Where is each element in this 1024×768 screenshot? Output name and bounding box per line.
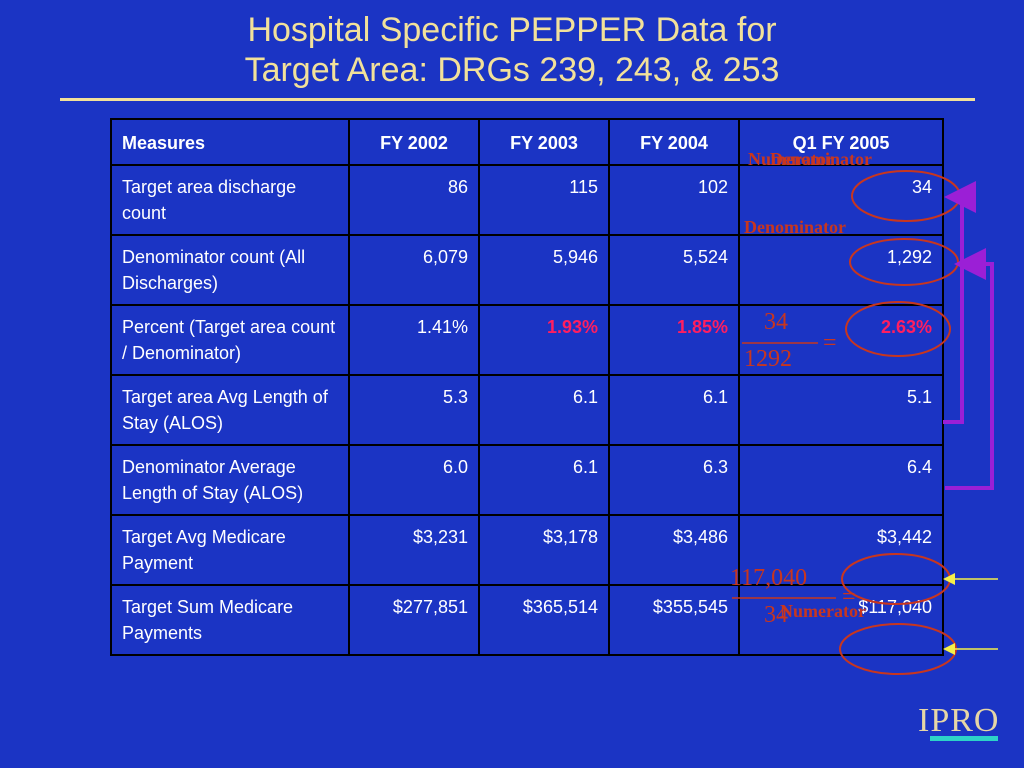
cell: 6.1 (478, 374, 610, 446)
cell: $355,545 (608, 584, 740, 656)
title-line-1: Hospital Specific PEPPER Data for (247, 11, 777, 49)
table-row: Denominator count (All Discharges) 6,079… (110, 234, 944, 306)
circle-discharge-count (851, 170, 961, 222)
row-label: Denominator Average Length of Stay (ALOS… (110, 444, 350, 516)
slide-title: Hospital Specific PEPPER Data for Target… (0, 10, 1024, 90)
cell: 102 (608, 164, 740, 236)
cell: 5,524 (608, 234, 740, 306)
cell: $3,178 (478, 514, 610, 586)
row-label: Target area discharge count (110, 164, 350, 236)
circle-percent (845, 301, 951, 357)
ipro-logo: IPRO (918, 702, 1000, 739)
label-denominator-top: Denominator (770, 149, 872, 169)
cell-highlight: 1.93% (478, 304, 610, 376)
cell: 5,946 (478, 234, 610, 306)
cell-highlight: 1.85% (608, 304, 740, 376)
cell: $3,442 (738, 514, 944, 586)
pepper-data-table: Measures FY 2002 FY 2003 FY 2004 Q1 FY 2… (110, 118, 944, 656)
header-fy2003: FY 2003 (478, 118, 610, 166)
cell: $3,231 (348, 514, 480, 586)
cell: 86 (348, 164, 480, 236)
table-row: Target area Avg Length of Stay (ALOS) 5.… (110, 374, 944, 446)
cell: 34 (738, 164, 944, 236)
header-fy2002: FY 2002 (348, 118, 480, 166)
header-row: Measures FY 2002 FY 2003 FY 2004 Q1 FY 2… (110, 118, 944, 166)
table-row: Target Sum Medicare Payments $277,851 $3… (110, 584, 944, 656)
cell: $3,486 (608, 514, 740, 586)
fraction1-numerator: 34 (764, 309, 788, 335)
cell: 5.3 (348, 374, 480, 446)
cell: $277,851 (348, 584, 480, 656)
fraction2-numerator: 117,040 (730, 565, 808, 591)
row-label: Target Sum Medicare Payments (110, 584, 350, 656)
header-fy2004: FY 2004 (608, 118, 740, 166)
header-measures: Measures (110, 118, 350, 166)
bracket-alos-to-denominator (945, 248, 994, 490)
fraction1-equals: = (823, 330, 837, 356)
cell: 6.4 (738, 444, 944, 516)
row-label: Target Avg Medicare Payment (110, 514, 350, 586)
circle-avg-payment (841, 553, 951, 605)
cell: 115 (478, 164, 610, 236)
header-q1fy2005: Q1 FY 2005 (738, 118, 944, 166)
logo-underline (930, 736, 998, 741)
fraction2-equals: = (842, 584, 856, 610)
cell: 6.1 (478, 444, 610, 516)
table-row: Target area discharge count 86 115 102 3… (110, 164, 944, 236)
cell-highlight: 2.63% (738, 304, 944, 376)
title-line-2: Target Area: DRGs 239, 243, & 253 (244, 51, 780, 89)
fraction2-denominator: 34 (764, 602, 788, 628)
circle-sum-payments (839, 623, 957, 675)
cell: 1.41% (348, 304, 480, 376)
fraction1-denominator: 1292 (744, 346, 792, 372)
label-numerator-bottom: Numerator (780, 601, 866, 621)
cell: $365,514 (478, 584, 610, 656)
circle-denominator-count (849, 238, 959, 286)
cell: 5.1 (738, 374, 944, 446)
table-row: Target Avg Medicare Payment $3,231 $3,17… (110, 514, 944, 586)
row-label: Percent (Target area count / Denominator… (110, 304, 350, 376)
table-row: Denominator Average Length of Stay (ALOS… (110, 444, 944, 516)
cell: 1,292 (738, 234, 944, 306)
cell: 6,079 (348, 234, 480, 306)
row-label: Target area Avg Length of Stay (ALOS) (110, 374, 350, 446)
row-label: Denominator count (All Discharges) (110, 234, 350, 306)
bracket-alos-to-discharge (943, 181, 976, 424)
cell: 6.0 (348, 444, 480, 516)
cell: 6.3 (608, 444, 740, 516)
title-underline (60, 98, 975, 101)
table-row: Percent (Target area count / Denominator… (110, 304, 944, 376)
cell: 6.1 (608, 374, 740, 446)
label-numerator-top: Numerator (748, 149, 834, 169)
label-denominator-mid: Denominator (744, 217, 846, 237)
